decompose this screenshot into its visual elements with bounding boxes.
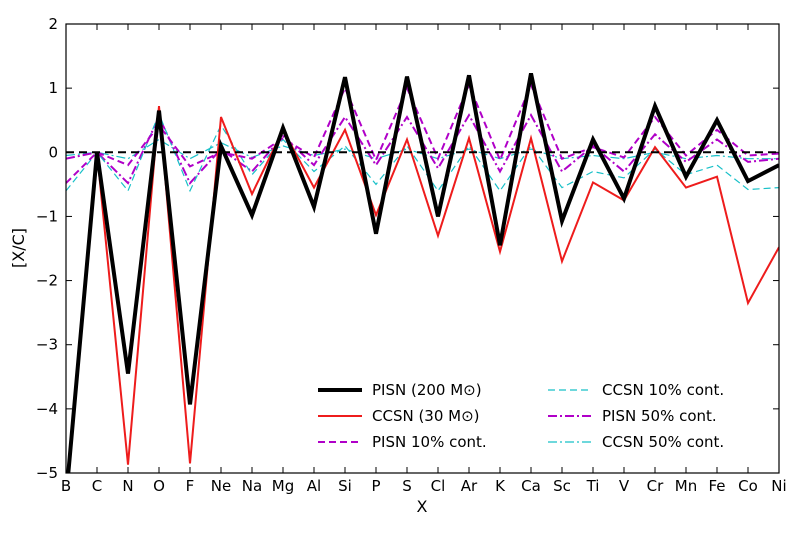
x-tick-label: Ne bbox=[211, 477, 231, 495]
y-tick-label: −2 bbox=[36, 272, 58, 290]
y-tick-label: −4 bbox=[36, 400, 58, 418]
x-tick-label: Cl bbox=[431, 477, 446, 495]
legend-label-0: PISN (200 M⊙) bbox=[372, 381, 482, 399]
x-tick-label: Sc bbox=[553, 477, 571, 495]
x-tick-label: Si bbox=[338, 477, 352, 495]
x-tick-label: N bbox=[122, 477, 133, 495]
y-tick-label: 2 bbox=[48, 15, 58, 33]
x-tick-label: O bbox=[153, 477, 165, 495]
y-tick-label: −1 bbox=[36, 207, 58, 225]
x-tick-label: Ti bbox=[586, 477, 600, 495]
series-line-3 bbox=[66, 112, 779, 193]
x-tick-label: P bbox=[371, 477, 380, 495]
x-tick-label: Ni bbox=[771, 477, 786, 495]
x-tick-label: Cr bbox=[647, 477, 664, 495]
legend-label-5: CCSN 50% cont. bbox=[602, 433, 724, 451]
plot-frame bbox=[65, 23, 780, 474]
x-tick-label: Mg bbox=[272, 477, 294, 495]
ticks-layer: B C N O F Ne Na Mg Al Si P S Cl Ar K Ca Sc Ti V Cr Mn Fe Co Ni −… bbox=[36, 15, 787, 495]
legend-label-4: PISN 50% cont. bbox=[602, 407, 717, 425]
x-tick-label: V bbox=[619, 477, 630, 495]
y-tick-label: −3 bbox=[36, 336, 58, 354]
x-tick-label: Fe bbox=[708, 477, 725, 495]
x-tick-label: Ca bbox=[521, 477, 541, 495]
x-axis-title: X bbox=[417, 497, 428, 516]
x-tick-label: C bbox=[92, 477, 102, 495]
x-tick-label: S bbox=[402, 477, 412, 495]
x-tick-label: K bbox=[495, 477, 506, 495]
legend: PISN (200 M⊙) CCSN 10% cont. CCSN (30 M⊙) P… bbox=[318, 381, 724, 451]
x-tick-label: Al bbox=[307, 477, 321, 495]
series-line-0 bbox=[66, 72, 779, 473]
legend-label-3: CCSN 10% cont. bbox=[602, 381, 724, 399]
y-axis-title: [X/C] bbox=[9, 228, 28, 268]
x-tick-label: Co bbox=[738, 477, 758, 495]
series-line-2 bbox=[66, 82, 779, 184]
x-tick-label: B bbox=[61, 477, 71, 495]
legend-label-1: CCSN (30 M⊙) bbox=[372, 407, 480, 425]
y-tick-label: −5 bbox=[36, 464, 58, 482]
legend-label-2: PISN 10% cont. bbox=[372, 433, 487, 451]
series-layer bbox=[66, 72, 779, 473]
series-line-1 bbox=[67, 106, 779, 473]
y-tick-label: 1 bbox=[48, 79, 58, 97]
x-tick-label: Ar bbox=[461, 477, 478, 495]
x-tick-label: Na bbox=[242, 477, 262, 495]
x-tick-label: Mn bbox=[675, 477, 697, 495]
x-tick-label: F bbox=[186, 477, 195, 495]
y-tick-label: 0 bbox=[48, 143, 58, 161]
